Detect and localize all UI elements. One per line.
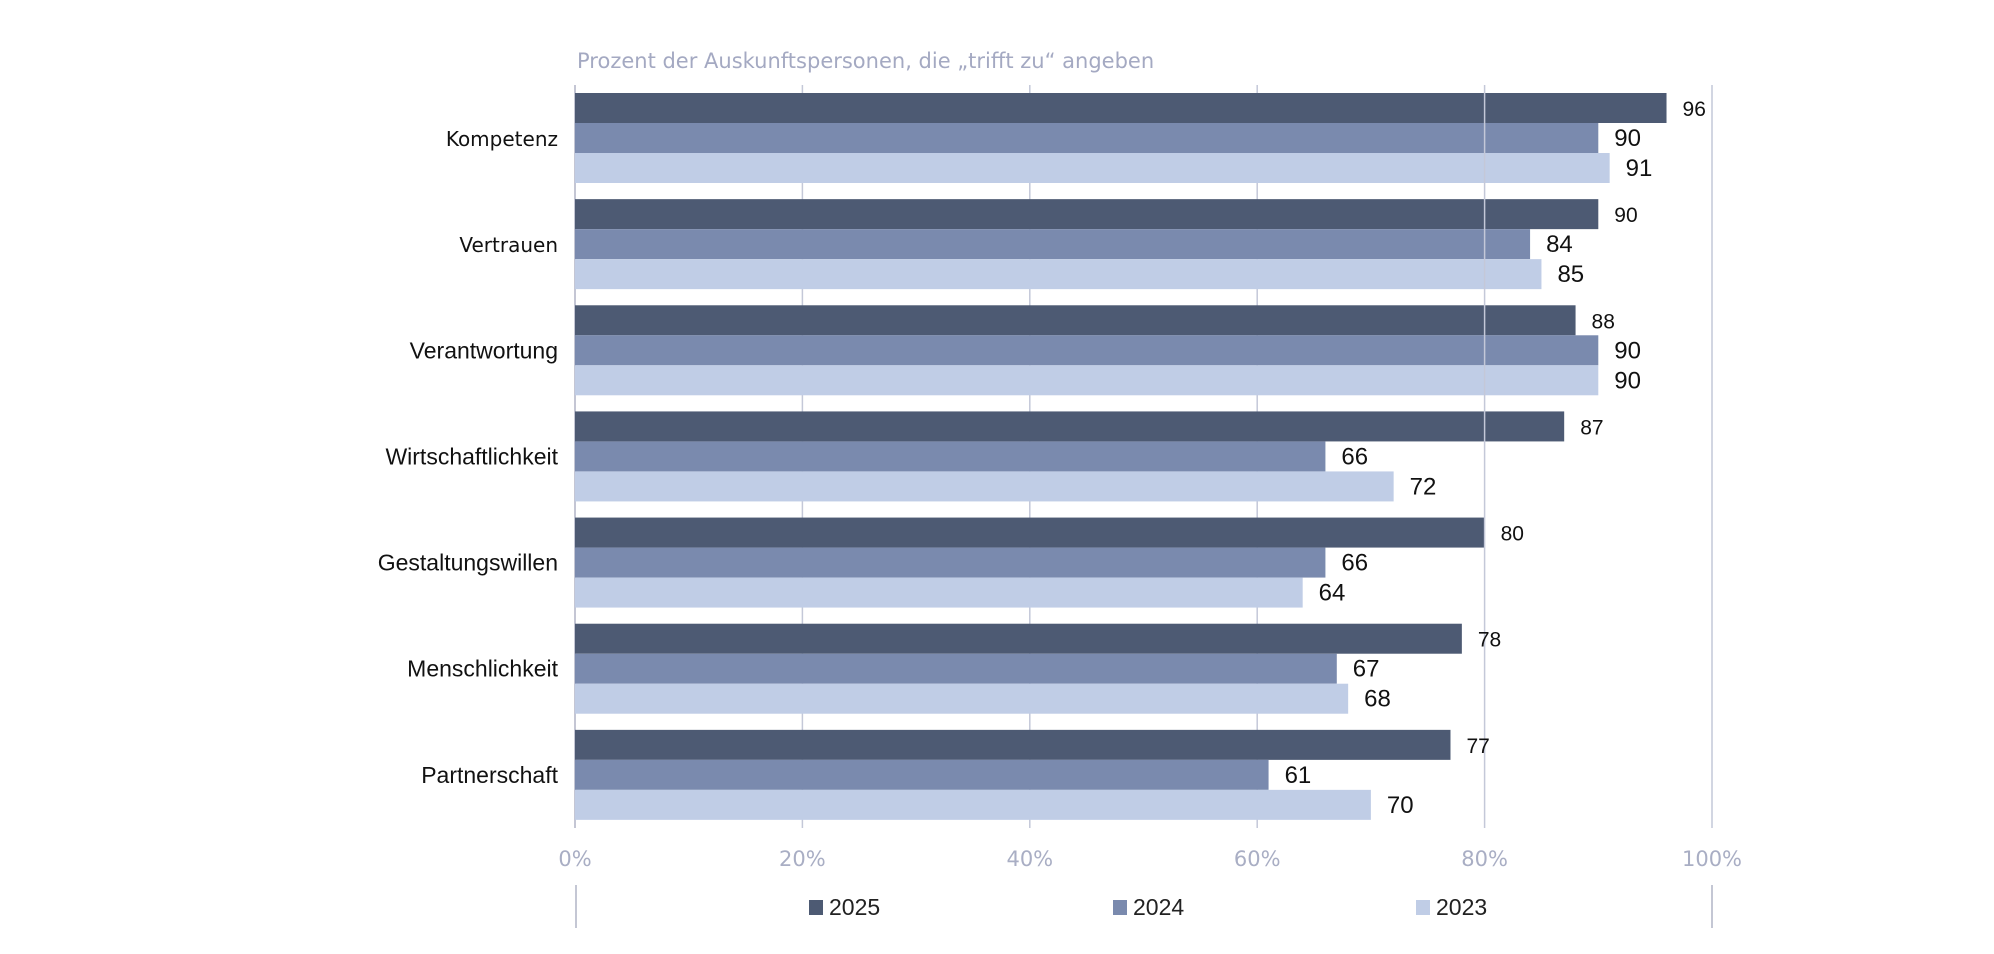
legend-label: 2024 — [1133, 894, 1184, 920]
legend-swatch — [809, 900, 823, 915]
data-label: 90 — [1614, 204, 1637, 227]
data-label: 91 — [1626, 155, 1653, 182]
data-label: 90 — [1614, 367, 1641, 394]
data-label: 66 — [1341, 443, 1368, 470]
x-axis-ticks: 0% 20% 40% 60% 80% 100% — [558, 847, 1742, 928]
data-label: 66 — [1341, 550, 1368, 577]
bar-2024-menschlichkeit — [575, 653, 1337, 684]
category-label: Wirtschaftlichkeit — [385, 443, 558, 469]
legend-label: 2023 — [1436, 894, 1487, 920]
data-label: 72 — [1410, 473, 1437, 500]
x-tick-label: 80% — [1461, 847, 1508, 871]
data-label: 64 — [1319, 580, 1346, 607]
bar-2025-kompetenz — [575, 93, 1667, 123]
data-label: 87 — [1580, 416, 1603, 439]
data-label: 68 — [1364, 686, 1391, 713]
category-label: Gestaltungswillen — [378, 550, 558, 576]
category-label: Menschlichkeit — [407, 656, 558, 682]
x-tick-label: 0% — [558, 847, 591, 871]
bar-2025-vertrauen — [575, 199, 1599, 230]
bar-2024-gestaltungswillen — [575, 547, 1326, 578]
bar-2024-vertrauen — [575, 229, 1531, 260]
bar-2025-wirtschaftlichkeit — [575, 411, 1565, 442]
category-label: Kompetenz — [446, 127, 558, 151]
bar-2025-partnerschaft — [575, 729, 1451, 760]
bar-2024-verantwortung — [575, 335, 1599, 366]
data-label: 61 — [1285, 762, 1312, 789]
category-label: Partnerschaft — [421, 762, 558, 788]
bar-2025-gestaltungswillen — [575, 517, 1485, 548]
bar-2025-menschlichkeit — [575, 623, 1462, 654]
bar-2024-kompetenz — [575, 123, 1599, 153]
data-label: 77 — [1466, 735, 1489, 758]
bar-2023-menschlichkeit — [575, 683, 1349, 714]
data-label: 96 — [1683, 98, 1706, 121]
bar-2023-wirtschaftlichkeit — [575, 471, 1394, 502]
legend-swatch — [1416, 900, 1430, 915]
bar-2023-verantwortung — [575, 365, 1599, 396]
bar-2023-partnerschaft — [575, 789, 1371, 820]
chart-title: Prozent der Auskunftspersonen, die „trif… — [577, 49, 1154, 73]
legend-item-2025[interactable]: 2025 — [809, 894, 880, 920]
category-labels: Kompetenz Vertrauen Verantwortung Wirtschaf… — [378, 127, 559, 788]
x-tick-label: 20% — [779, 847, 826, 871]
legend-item-2024[interactable]: 2024 — [1113, 894, 1184, 920]
data-label: 90 — [1614, 337, 1641, 364]
category-label: Vertrauen — [459, 233, 558, 257]
bar-2024-wirtschaftlichkeit — [575, 441, 1326, 472]
x-tick-label: 60% — [1234, 847, 1281, 871]
data-labels: 96 90 91 90 84 85 88 90 90 87 66 72 80 66 64 78 67 68 77 61… — [1285, 98, 1706, 819]
x-tick-label: 100% — [1682, 847, 1742, 871]
bar-2023-vertrauen — [575, 259, 1542, 290]
category-label: Verantwortung — [410, 337, 558, 363]
bars — [575, 93, 1667, 820]
data-label: 90 — [1614, 125, 1641, 152]
bar-2024-partnerschaft — [575, 759, 1269, 790]
data-label: 78 — [1478, 629, 1501, 652]
data-label: 67 — [1353, 656, 1380, 683]
legend-swatch — [1113, 900, 1127, 915]
data-label: 80 — [1501, 523, 1524, 546]
data-label: 88 — [1592, 310, 1615, 333]
x-tick-label: 40% — [1006, 847, 1053, 871]
data-label: 85 — [1557, 261, 1584, 288]
legend-item-2023[interactable]: 2023 — [1416, 894, 1487, 920]
bar-2023-kompetenz — [575, 153, 1610, 183]
bar-2023-gestaltungswillen — [575, 577, 1303, 608]
legend[interactable]: 2025 2024 2023 — [809, 894, 1487, 920]
bar-2025-verantwortung — [575, 305, 1576, 336]
gridlines-front — [1483, 85, 1713, 828]
legend-label: 2025 — [829, 894, 880, 920]
data-label: 70 — [1387, 792, 1414, 819]
data-label: 84 — [1546, 231, 1573, 258]
